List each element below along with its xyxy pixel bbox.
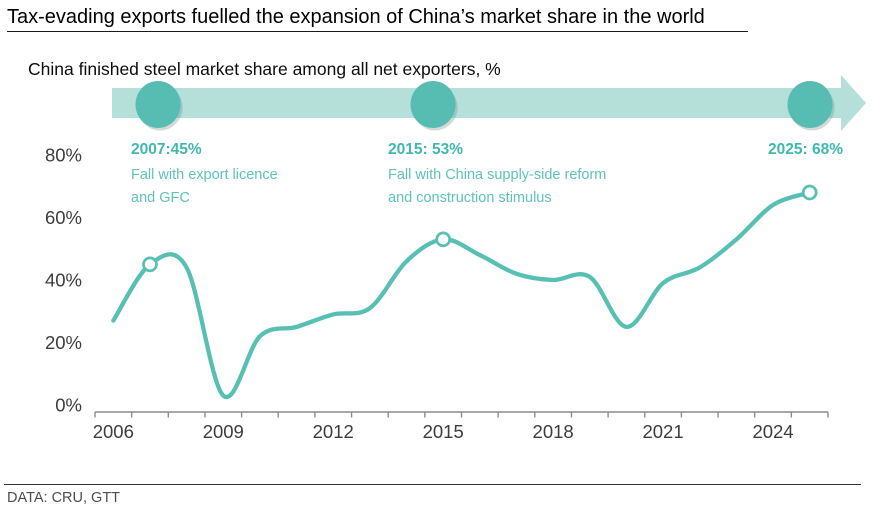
timeline-arrowhead-icon	[841, 75, 866, 131]
event-desc-line: and construction stimulus	[388, 190, 552, 206]
y-tick-label: 0%	[55, 395, 82, 416]
x-tick-label: 2015	[423, 421, 464, 442]
series-line	[111, 190, 812, 400]
x-tick-label: 2018	[533, 421, 574, 442]
y-tick-label: 20%	[45, 332, 82, 353]
x-tick-label: 2024	[752, 421, 793, 442]
data-source: DATA: CRU, GTT	[7, 490, 121, 506]
title-divider	[7, 31, 748, 32]
page-title: Tax-evading exports fuelled the expansio…	[7, 6, 705, 28]
x-tick-label: 2006	[93, 421, 134, 442]
marker-point	[142, 256, 158, 273]
event-desc-line: Fall with China supply-side reform	[388, 167, 607, 183]
x-tick-label: 2009	[203, 421, 244, 442]
event-label: 2025: 68%	[768, 141, 843, 158]
timeline-event-2025: 2025: 68%	[699, 141, 843, 164]
marker-point	[801, 184, 818, 201]
timeline-node-icon	[787, 81, 833, 128]
footer-divider	[4, 484, 861, 485]
x-tick-label: 2012	[313, 421, 354, 442]
y-tick-label: 60%	[45, 207, 82, 228]
timeline-node-icon	[135, 81, 181, 128]
y-tick-label: 40%	[45, 270, 82, 291]
marker-point	[435, 231, 452, 248]
event-desc-line: and GFC	[131, 190, 190, 206]
event-desc-line: Fall with export licence	[131, 167, 278, 183]
x-tick-label: 2021	[642, 421, 683, 442]
timeline-event-2015: 2015: 53% Fall with China supply-side re…	[388, 141, 606, 210]
timeline-band	[112, 88, 843, 118]
chart-title: China finished steel market share among …	[28, 59, 501, 79]
timeline-event-2007: 2007:45% Fall with export licence and GF…	[131, 141, 278, 210]
y-tick-label: 80%	[45, 145, 82, 166]
timeline-node-icon	[410, 81, 456, 128]
event-label: 2015: 53%	[388, 141, 463, 158]
event-label: 2007:45%	[131, 141, 202, 158]
